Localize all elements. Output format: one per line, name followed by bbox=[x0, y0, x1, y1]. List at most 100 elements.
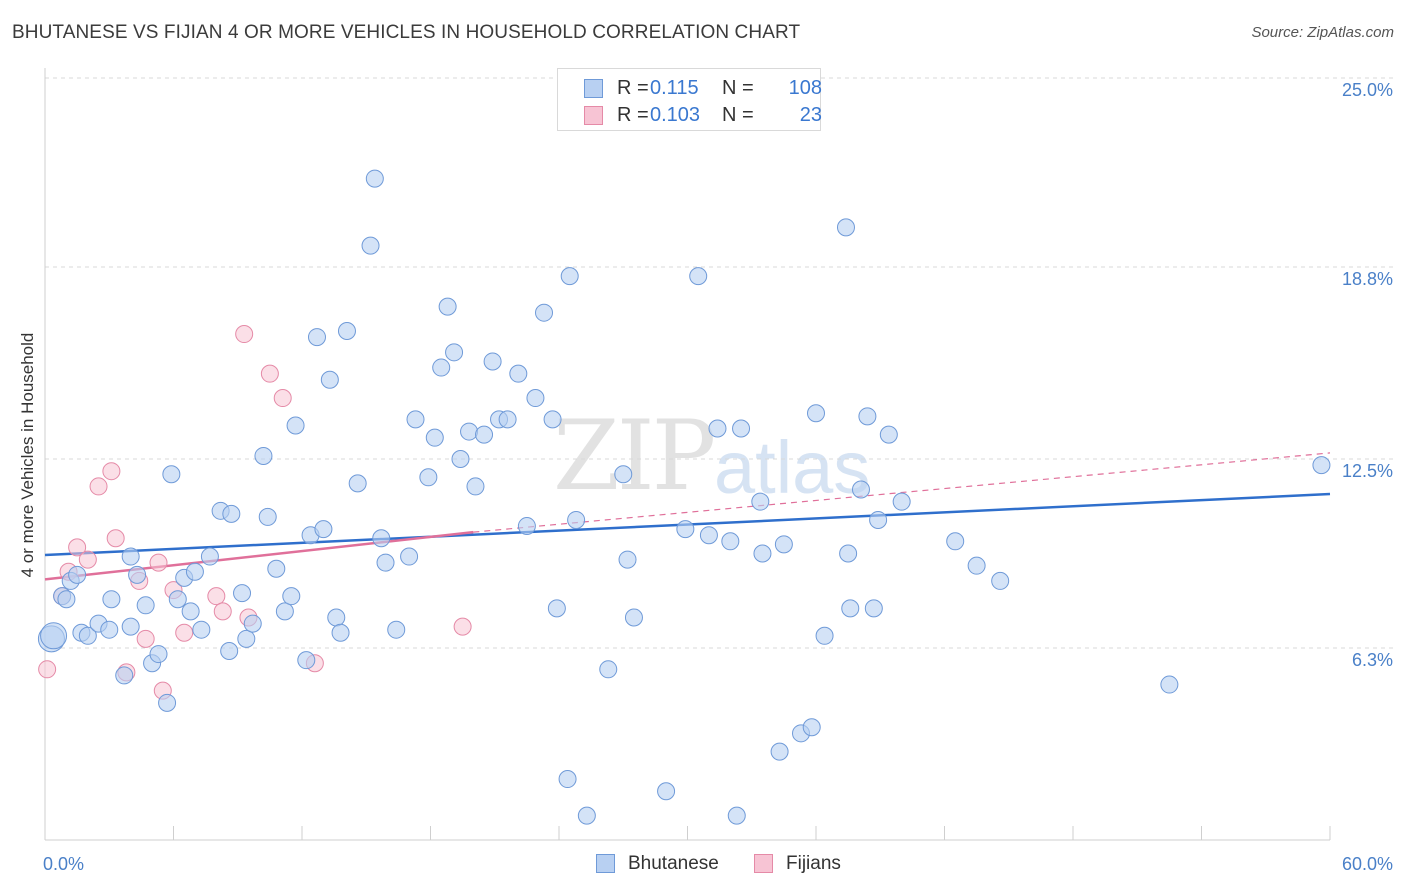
bhutanese-point bbox=[200, 547, 219, 566]
bhutanese-point bbox=[320, 370, 339, 389]
bhutanese-point bbox=[614, 465, 633, 484]
bhutanese-point bbox=[466, 477, 485, 496]
bhutanese-point bbox=[237, 629, 256, 648]
fijians-point bbox=[213, 602, 232, 621]
legend-r-label: R = bbox=[617, 104, 649, 126]
bhutanese-point bbox=[676, 520, 695, 539]
bhutanese-point bbox=[78, 626, 97, 645]
bhutanese-point bbox=[836, 218, 855, 237]
bhutanese-point bbox=[372, 529, 391, 548]
bhutanese-point bbox=[192, 620, 211, 639]
legend-n-value: 23 bbox=[799, 104, 822, 126]
bhutanese-point bbox=[869, 510, 888, 529]
bhutanese-point bbox=[699, 526, 718, 545]
bhutanese-point bbox=[181, 602, 200, 621]
bhutanese-point bbox=[136, 596, 155, 615]
bhutanese-point bbox=[400, 547, 419, 566]
bhutanese-point bbox=[807, 404, 825, 423]
bhutanese-point bbox=[233, 584, 252, 603]
bhutanese-point bbox=[297, 651, 316, 670]
bhutanese-point bbox=[657, 782, 676, 801]
bhutanese-point bbox=[57, 590, 76, 609]
bhutanese-point bbox=[121, 547, 140, 566]
bhutanese-point bbox=[753, 544, 772, 563]
legend-n-label: N = bbox=[722, 104, 754, 126]
bhutanese-point bbox=[185, 562, 204, 581]
fijians-swatch bbox=[754, 854, 773, 873]
bhutanese-point bbox=[162, 465, 181, 484]
bhutanese-point bbox=[314, 520, 333, 539]
bhutanese-point bbox=[577, 806, 596, 825]
bhutanese-point bbox=[128, 565, 147, 584]
bhutanese-point bbox=[337, 321, 356, 340]
bhutanese-swatch bbox=[596, 854, 615, 873]
legend-swatch-pink bbox=[584, 106, 603, 125]
bhutanese-point bbox=[851, 480, 870, 499]
fijians-point bbox=[78, 550, 97, 569]
bhutanese-point bbox=[991, 571, 1010, 590]
bhutanese-point bbox=[243, 614, 262, 633]
y-tick-label: 6.3% bbox=[1352, 650, 1393, 670]
bhutanese-point bbox=[149, 645, 168, 664]
legend-n-label: N = bbox=[722, 77, 754, 99]
bhutanese-point bbox=[282, 587, 301, 606]
bhutanese-point bbox=[387, 620, 406, 639]
bhutanese-point bbox=[751, 492, 770, 511]
bhutanese-point bbox=[689, 267, 708, 286]
bhutanese-point bbox=[267, 559, 286, 578]
source-label: Source: ZipAtlas.com bbox=[1251, 24, 1394, 41]
bhutanese-point bbox=[331, 623, 350, 642]
bhutanese-point bbox=[967, 556, 986, 575]
fijians-point bbox=[453, 617, 472, 636]
bhutanese-point bbox=[841, 599, 860, 618]
bhutanese-point bbox=[517, 517, 536, 536]
bhutanese-point bbox=[858, 407, 877, 426]
bhutanese-point bbox=[121, 617, 140, 636]
bhutanese-point bbox=[327, 608, 346, 627]
correlation-legend: R = 0.115 N = 108 R = 0.103 N = 23 bbox=[557, 68, 822, 131]
bhutanese-point bbox=[815, 626, 834, 645]
bhutanese-point bbox=[348, 474, 367, 493]
bhutanese-point bbox=[618, 550, 637, 569]
legend-r-value: 0.115 bbox=[650, 77, 699, 99]
fijians-point bbox=[89, 477, 108, 496]
bhutanese-point bbox=[40, 622, 68, 650]
legend-swatch-blue bbox=[584, 79, 603, 98]
bhutanese-point bbox=[286, 416, 305, 435]
fijians-point bbox=[175, 623, 194, 642]
bhutanese-point bbox=[158, 693, 177, 712]
bhutanese-point bbox=[432, 358, 451, 377]
axes bbox=[44, 68, 1331, 841]
fijians-point bbox=[260, 364, 279, 383]
bhutanese-point bbox=[438, 297, 457, 316]
bhutanese-point bbox=[68, 565, 87, 584]
bhutanese-point bbox=[460, 422, 479, 441]
bhutanese-point bbox=[558, 770, 577, 789]
bhutanese-point bbox=[254, 446, 273, 465]
fijians-point bbox=[273, 389, 292, 408]
bhutanese-point bbox=[445, 343, 464, 362]
bhutanese-point bbox=[802, 718, 821, 737]
fijians-point bbox=[207, 587, 226, 606]
bhutanese-point bbox=[624, 608, 643, 627]
bhutanese-point bbox=[708, 419, 727, 438]
bhutanese-point bbox=[307, 328, 326, 347]
bhutanese-point bbox=[115, 666, 134, 685]
bhutanese-point bbox=[365, 169, 384, 188]
legend-r-label: R = bbox=[617, 77, 649, 99]
tick-labels: 6.3% 12.5% 18.8% 25.0% 0.0% 60.0% bbox=[43, 80, 1393, 874]
bhutanese-point bbox=[498, 410, 517, 429]
legend-r-value: 0.103 bbox=[650, 104, 701, 126]
bhutanese-point bbox=[361, 236, 380, 255]
bhutanese-point bbox=[526, 389, 545, 408]
bhutanese-point bbox=[946, 532, 965, 551]
bhutanese-point bbox=[1312, 456, 1331, 475]
bhutanese-point bbox=[879, 425, 898, 444]
bhutanese-point bbox=[774, 535, 793, 554]
chart-title: BHUTANESE VS FIJIAN 4 OR MORE VEHICLES I… bbox=[12, 22, 801, 43]
bhutanese-point bbox=[419, 468, 438, 487]
bhutanese-point bbox=[1160, 675, 1179, 694]
bhutanese-point bbox=[721, 532, 740, 551]
fijians-point bbox=[102, 462, 121, 481]
fijians-point bbox=[136, 629, 155, 648]
